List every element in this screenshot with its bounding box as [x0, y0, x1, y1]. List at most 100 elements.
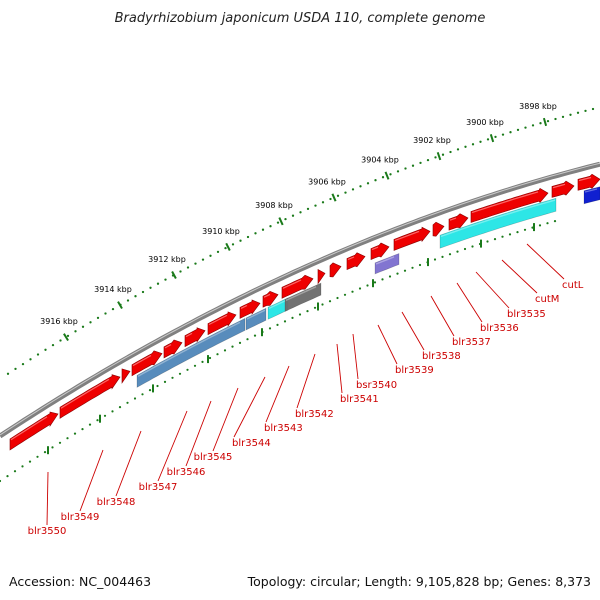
kbp-label: 3908 kbp: [255, 201, 293, 210]
leader-line: [526, 243, 565, 280]
scale-dot: [329, 197, 332, 201]
scale-dot: [276, 221, 280, 224]
scale-dot: [201, 258, 205, 261]
inner-scale-dot: [463, 247, 467, 251]
genome-backbone: [0, 161, 600, 439]
inner-scale-dot: [418, 263, 422, 267]
scale-dot: [389, 173, 392, 176]
feature-block-steelblue-highlight: [246, 309, 266, 320]
scale-dot: [111, 307, 115, 311]
leader-line: [296, 353, 316, 409]
forward-gene-arrow: [551, 180, 575, 198]
feature-block-gray: [284, 282, 322, 312]
inner-scale-dot: [546, 222, 549, 225]
feature-block-cyan-highlight: [440, 199, 556, 238]
forward-gene-arrow: [346, 252, 366, 270]
forward-gene-arrow: [317, 268, 326, 285]
forward-gene-arrow-highlight: [164, 344, 172, 349]
leader-line: [430, 295, 455, 337]
inner-scale-dot: [246, 338, 249, 341]
inner-scale-dot: [36, 455, 39, 458]
forward-gene-arrow: [470, 187, 549, 223]
inner-scale-dot: [276, 323, 279, 326]
backbone-highlight: [0, 162, 600, 436]
scale-dot: [456, 148, 460, 151]
scale-major-tick: [489, 133, 495, 143]
inner-scale-dot: [201, 360, 204, 363]
scale-dot: [126, 299, 130, 302]
feature-block-gray-highlight: [285, 286, 317, 302]
scale-dot: [209, 254, 212, 257]
gene-label: blr3547: [139, 482, 178, 493]
inner-scale-dot: [448, 253, 452, 256]
forward-gene-arrow: [370, 242, 390, 261]
scale-dot: [396, 170, 400, 173]
gene-label: blr3537: [452, 337, 491, 348]
scale-dot: [546, 119, 550, 123]
gene-label: blr3535: [507, 309, 546, 320]
scale-major-tick: [542, 117, 548, 127]
forward-gene-arrow: [207, 311, 237, 336]
inner-scale-dot: [6, 475, 9, 478]
scale-dot: [59, 339, 62, 342]
gene-label: blr3536: [480, 323, 519, 334]
topology-summary-text: Topology: circular; Length: 9,105,828 bp…: [247, 574, 591, 589]
scale-dot: [96, 316, 100, 320]
scale-dot: [351, 188, 355, 191]
scale-dot: [239, 239, 242, 242]
forward-gene-arrow-highlight: [185, 332, 193, 338]
scale-dot: [231, 243, 235, 246]
scale-dot: [471, 143, 475, 146]
kbp-label: 3904 kbp: [361, 156, 399, 165]
inner-scale-dot: [73, 432, 77, 435]
inner-scale-dot: [171, 376, 174, 379]
forward-gene-arrow-highlight: [449, 217, 457, 221]
leader-line: [233, 376, 266, 438]
kbp-label: 3898 kbp: [519, 102, 557, 111]
scale-dot: [501, 133, 505, 136]
leader-line: [501, 259, 538, 294]
gene-label: blr3542: [295, 409, 334, 420]
scale-dot: [464, 145, 467, 148]
inner-scale-dot: [28, 460, 32, 463]
scale-dot: [374, 179, 377, 182]
leader-line: [352, 333, 359, 380]
scale-dot: [224, 246, 227, 250]
scale-dot: [291, 214, 295, 217]
scale-dot: [179, 270, 182, 273]
scale-dot: [516, 128, 520, 132]
inner-scale-dot: [291, 316, 294, 319]
scale-dot: [104, 312, 107, 315]
leader-line: [115, 430, 142, 497]
kbp-scale: 3898 kbp 3900 kbp 3902 kbp 3904 kbp 3906 kbp…: [0, 102, 595, 483]
inner-scale-dot: [186, 368, 189, 371]
scale-dot: [261, 228, 265, 231]
forward-gene-arrow: [577, 173, 600, 191]
gene-label: blr3543: [264, 423, 303, 434]
forward-gene-arrow: [281, 274, 314, 299]
inner-scale-dot: [268, 327, 272, 330]
inner-scale-dot: [456, 250, 459, 253]
inner-scale-dot: [223, 349, 227, 352]
inner-scale-dot: [411, 266, 414, 269]
inner-scale-dot: [238, 341, 242, 344]
scale-dot: [216, 250, 220, 254]
inner-scale-dot: [523, 228, 527, 231]
inner-scale-dot: [538, 224, 542, 227]
scale-dot: [404, 167, 407, 170]
scale-dot: [306, 207, 310, 211]
scale-dot: [66, 334, 70, 338]
scale-dot: [194, 262, 197, 265]
scale-dot: [156, 282, 160, 285]
inner-scale-dot: [81, 428, 84, 431]
scale-major-tick: [225, 242, 231, 251]
gene-label: blr3545: [194, 452, 233, 463]
forward-gene-arrow-highlight: [132, 354, 152, 367]
scale-dot: [186, 266, 190, 269]
inner-scale-dot: [156, 384, 159, 388]
scale-dot: [509, 131, 512, 134]
inner-scale-dot: [358, 287, 362, 290]
scale-dot: [141, 290, 145, 294]
scale-dot: [51, 343, 55, 347]
